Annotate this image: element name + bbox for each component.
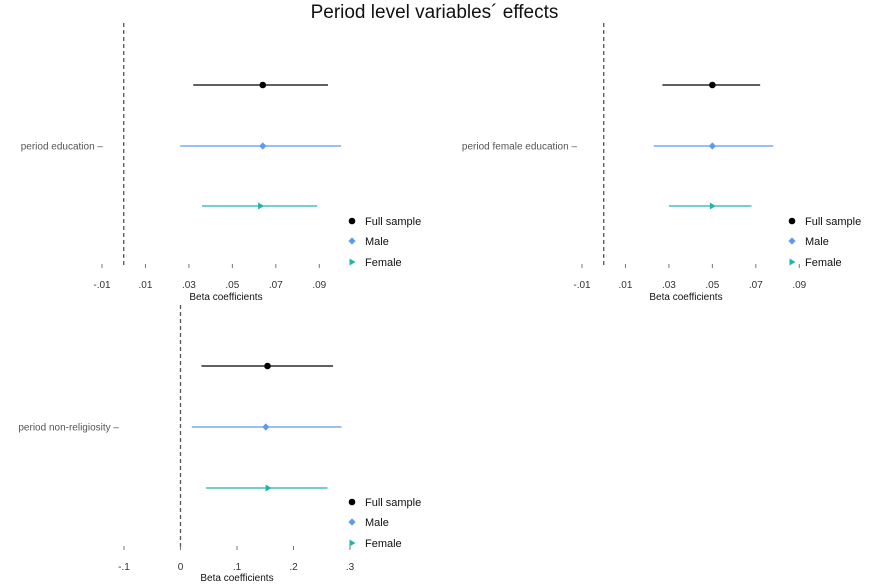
y-category-label: period female education – [462, 142, 578, 153]
point-estimate-female [265, 484, 272, 492]
legend-label-female: Female [365, 257, 402, 269]
x-tick-label: .1 [233, 562, 242, 573]
y-category-label: period education – [21, 142, 104, 153]
legend-marker-female [349, 539, 356, 547]
x-tick-label: .09 [312, 280, 326, 291]
point-estimate-male [262, 423, 270, 431]
x-tick-label: -.01 [93, 280, 111, 291]
x-tick-label: .05 [705, 280, 719, 291]
x-tick-label: .2 [289, 562, 298, 573]
x-tick-label: .03 [662, 280, 676, 291]
x-tick-label: .09 [792, 280, 806, 291]
x-axis-title: Beta coefficients [189, 292, 262, 303]
x-tick-label: .01 [619, 280, 633, 291]
point-estimate-full [259, 81, 267, 89]
legend-marker-full [788, 217, 796, 225]
point-estimate-female [258, 202, 265, 210]
point-estimate-male [259, 142, 267, 150]
x-tick-label: -.01 [573, 280, 591, 291]
legend-label-male: Male [365, 236, 389, 248]
legend-marker-male [348, 237, 356, 245]
x-tick-label: 0 [178, 562, 184, 573]
legend-label-male: Male [805, 236, 829, 248]
y-category-label: period non-religiosity – [18, 423, 119, 434]
x-tick-label: .03 [182, 280, 196, 291]
x-tick-label: .01 [139, 280, 153, 291]
legend-label-full: Full sample [365, 497, 421, 509]
legend-label-full: Full sample [365, 216, 421, 228]
x-tick-label: .07 [269, 280, 283, 291]
x-tick-label: -.1 [118, 562, 130, 573]
legend-marker-female [349, 258, 356, 266]
point-estimate-full [264, 362, 271, 370]
legend-label-female: Female [805, 257, 842, 269]
x-tick-label: .3 [346, 562, 355, 573]
x-tick-label: .07 [749, 280, 763, 291]
point-estimate-female [709, 202, 716, 210]
legend-label-female: Female [365, 538, 402, 550]
legend-marker-full [348, 498, 356, 506]
legend-label-full: Full sample [805, 216, 861, 228]
page-title: Period level variables´ effects [310, 2, 559, 23]
legend-marker-full [348, 217, 356, 225]
legend-label-male: Male [365, 517, 389, 529]
legend-marker-female [789, 258, 796, 266]
x-axis-title: Beta coefficients [649, 292, 722, 303]
legend-marker-male [788, 237, 796, 245]
x-tick-label: .05 [225, 280, 239, 291]
x-axis-title: Beta coefficients [200, 573, 273, 584]
legend-marker-male [348, 518, 356, 526]
point-estimate-full [709, 81, 716, 89]
point-estimate-male [708, 142, 716, 150]
